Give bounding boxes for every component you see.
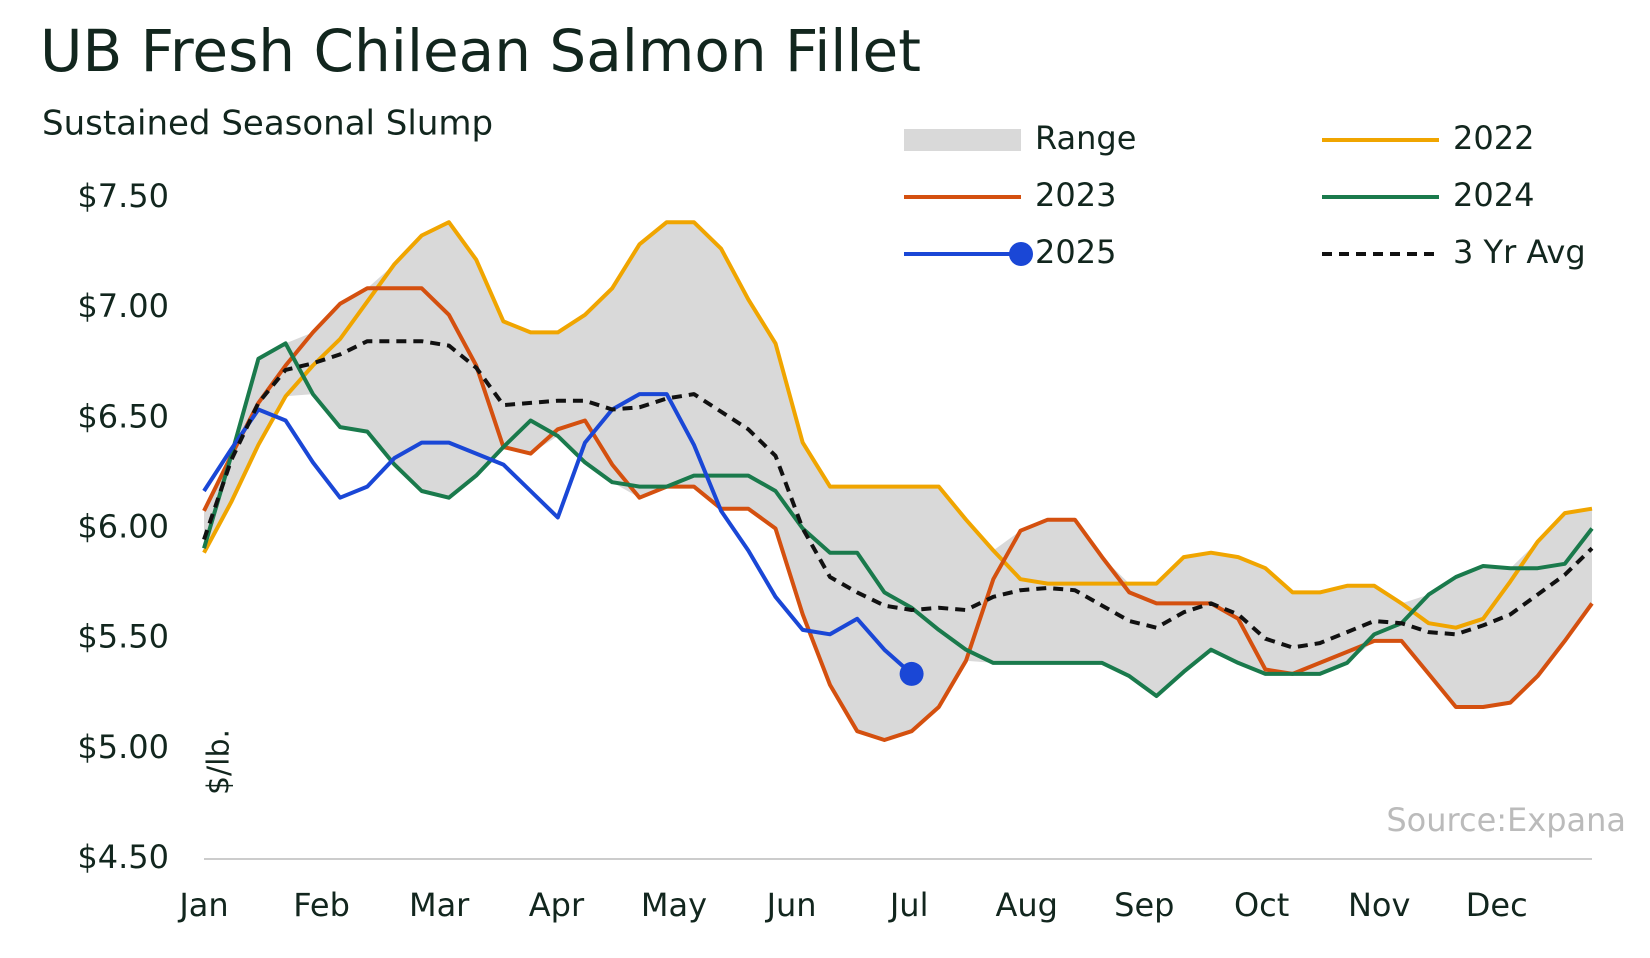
- x-tick-label: Dec: [1466, 886, 1528, 924]
- legend: Range 2022 2023 2024 2025 3 Yr Avg: [904, 119, 1586, 271]
- y-tick-label: $6.50: [77, 397, 169, 435]
- x-tick-label: Mar: [409, 886, 470, 924]
- x-tick-label: Jun: [765, 886, 817, 924]
- source-note: Source:Expana: [1386, 801, 1626, 839]
- legend-label: 2023: [1035, 176, 1116, 214]
- y-axis-label: $/lb.: [202, 729, 237, 795]
- legend-marker: [1009, 242, 1033, 266]
- series-line: [202, 339, 1594, 650]
- y-tick-label: $5.50: [77, 618, 169, 656]
- y-tick-label: $7.50: [77, 177, 169, 215]
- x-tick-label: Aug: [995, 886, 1057, 924]
- legend-label: 2025: [1035, 233, 1116, 271]
- range-band: [204, 222, 1592, 740]
- x-tick-label: Jan: [177, 886, 228, 924]
- legend-label: Range: [1035, 119, 1136, 157]
- x-tick-label: Jul: [888, 886, 929, 924]
- end-marker: [899, 661, 924, 686]
- x-tick-label: Feb: [293, 886, 350, 924]
- y-tick-label: $6.00: [77, 508, 169, 546]
- series-line: [202, 392, 913, 676]
- plot-area: $4.50 $5.00 $5.50 $6.00 $6.50 $7.00 $7.50 Jan Fe…: [77, 177, 1594, 924]
- legend-label: 2022: [1453, 119, 1534, 157]
- x-tick-label: May: [641, 886, 707, 924]
- x-tick-label: Nov: [1348, 886, 1410, 924]
- legend-swatch: [904, 129, 1021, 151]
- x-tick-label: Oct: [1234, 886, 1289, 924]
- chart-title: UB Fresh Chilean Salmon Fillet: [40, 17, 921, 85]
- y-tick-label: $7.00: [77, 287, 169, 325]
- legend-label: 2024: [1453, 176, 1534, 214]
- x-tick-label: Sep: [1114, 886, 1174, 924]
- x-tick-label: Apr: [529, 886, 585, 924]
- series-line: [202, 341, 1594, 698]
- legend-label: 3 Yr Avg: [1453, 233, 1586, 271]
- y-tick-label: $5.00: [77, 728, 169, 766]
- series-line: [202, 220, 1593, 630]
- y-tick-label: $4.50: [77, 838, 169, 876]
- chart-subtitle: Sustained Seasonal Slump: [42, 104, 493, 144]
